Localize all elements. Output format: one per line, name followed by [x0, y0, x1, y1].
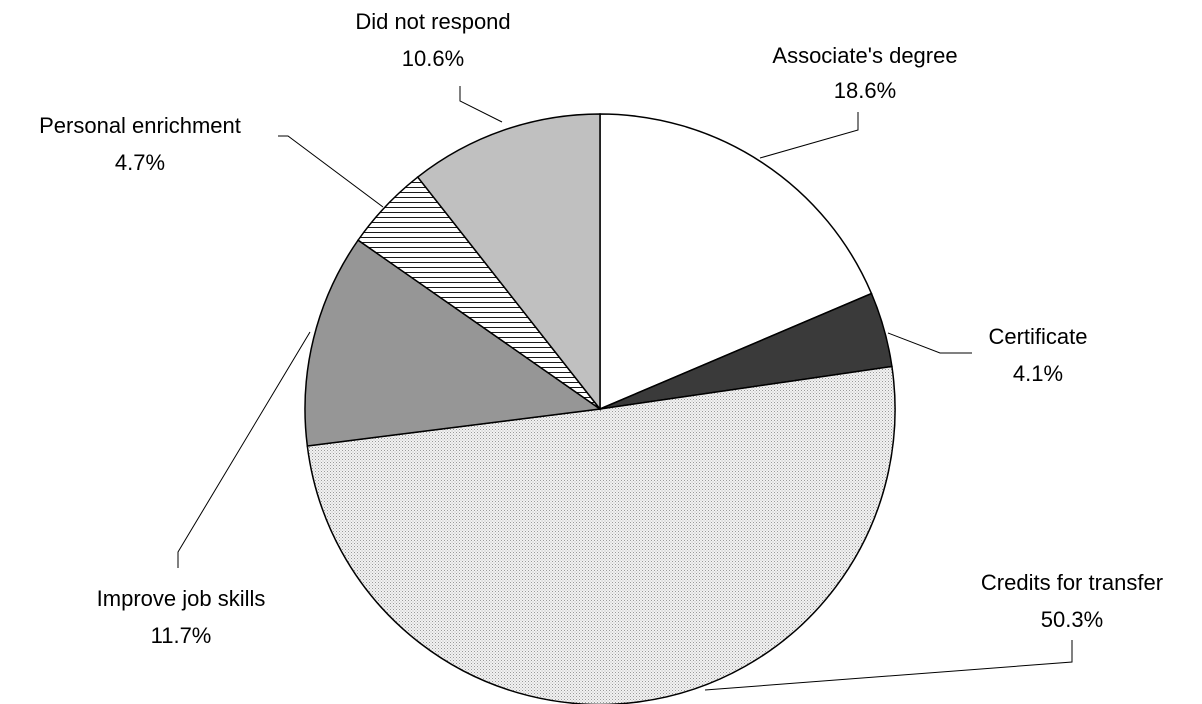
leader-lines [177, 86, 1073, 691]
pie-slice-credits-for-transfer [306, 365, 896, 704]
slice-value-label: 50.3% [1041, 607, 1103, 632]
pie-slices [304, 113, 896, 704]
leader-line [278, 135, 384, 208]
slice-label: Certificate [988, 324, 1087, 349]
slice-value-label: 4.1% [1013, 361, 1063, 386]
slice-value-label: 10.6% [402, 46, 464, 71]
leader-line [887, 332, 972, 354]
pie-slice-did-not-respond [416, 113, 601, 412]
leader-line [704, 640, 1073, 691]
slice-label: Improve job skills [97, 586, 266, 611]
pie-slice-associate-s-degree [599, 113, 873, 411]
leader-line [459, 86, 503, 123]
leader-line [177, 331, 311, 568]
leader-line [759, 112, 859, 159]
slice-label: Credits for transfer [981, 570, 1163, 595]
pie-slice-improve-job-skills [304, 239, 603, 447]
slice-value-label: 11.7% [151, 623, 212, 648]
slice-label: Associate's degree [772, 43, 957, 68]
slice-value-label: 18.6% [834, 78, 896, 103]
slice-labels: Associate's degree 18.6% Certificate 4.1% Cr… [39, 9, 1163, 648]
slice-value-label: 4.7% [115, 150, 165, 175]
slice-label: Personal enrichment [39, 113, 241, 138]
slice-label: Did not respond [355, 9, 510, 34]
